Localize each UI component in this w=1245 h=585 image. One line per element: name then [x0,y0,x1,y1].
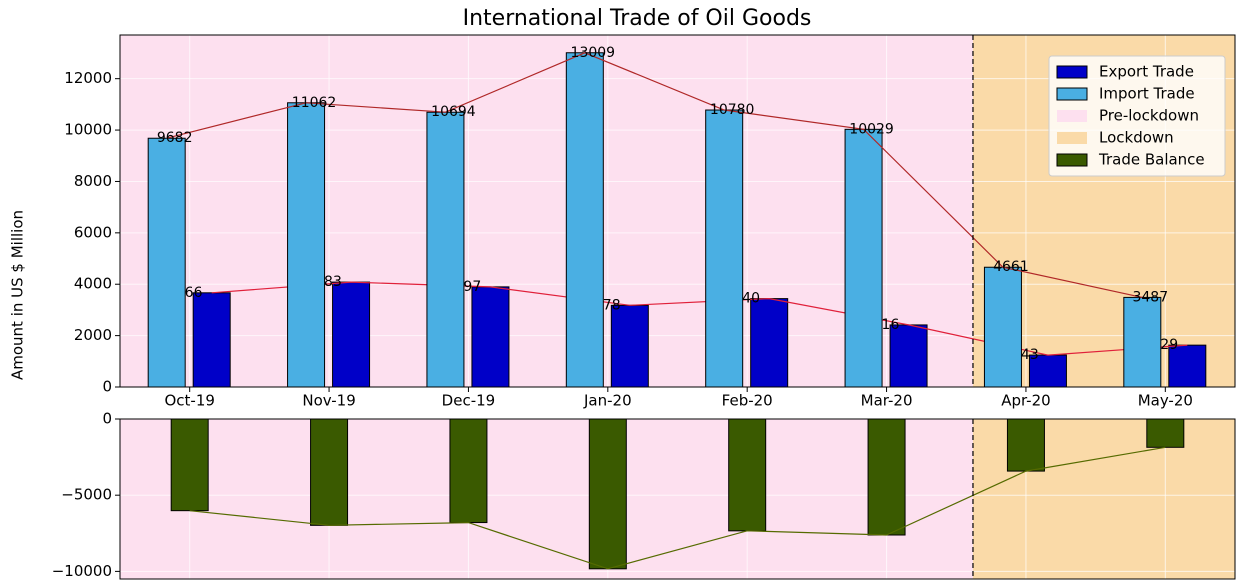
bar [1123,296,1162,388]
data-label: 10780 [710,102,755,118]
region-pre-lockdown [120,35,973,387]
y-tick-label: 0 [102,410,112,428]
bar [471,286,510,388]
x-tick-label: Dec-19 [442,392,496,410]
region-pre-lockdown [120,419,973,579]
y-tick-label: 0 [102,378,112,396]
bar [426,111,465,388]
data-label: 3487 [1132,289,1168,305]
bar [287,102,326,388]
axes-frame [119,418,1236,580]
bar [310,418,349,526]
legend-label: Trade Balance [1098,151,1205,169]
legend-swatch [1056,153,1088,167]
legend-swatch [1057,132,1087,144]
legend-box [1048,55,1226,177]
legend-swatch [1056,65,1088,79]
bar [844,128,883,388]
data-label: 10694 [431,104,476,120]
legend-label: Import Trade [1099,85,1195,103]
bar [867,418,906,536]
trend-line [166,52,1143,298]
x-tick-label: Jan-20 [583,392,632,410]
y-tick-label: 4000 [74,275,112,293]
bar [728,418,767,532]
trend-line [211,281,1188,356]
bar [588,418,627,570]
data-label: 11062 [292,95,337,111]
x-tick-label: Mar-20 [861,392,913,410]
y-tick-label: 2000 [74,326,112,344]
y-tick-label: 10000 [64,121,112,139]
legend-swatch [1057,110,1087,122]
legend-label: Lockdown [1099,129,1174,147]
bar [1146,418,1185,448]
data-label: 4661 [993,259,1029,275]
bar [983,266,1022,388]
y-tick-label: 12000 [64,69,112,87]
bar [449,418,488,524]
data-label: 10029 [849,121,894,137]
bar [170,418,209,512]
chart-title: International Trade of Oil Goods [463,6,812,31]
y-tick-label: −5000 [61,486,112,504]
legend-label: Pre-lockdown [1099,107,1199,125]
bar [1028,354,1067,388]
axes-frame [119,34,1236,388]
legend-swatch [1056,87,1088,101]
y-tick-label: 8000 [74,172,112,190]
trend-line [189,446,1166,570]
bar [332,281,371,388]
bar [610,304,649,388]
legend-label: Export Trade [1099,63,1194,81]
data-label: 9682 [157,130,193,146]
x-tick-label: Apr-20 [1001,392,1051,410]
x-tick-label: May-20 [1138,392,1193,410]
bar [750,298,789,388]
x-tick-label: Feb-20 [722,392,773,410]
bar [565,52,604,388]
y-tick-label: 6000 [74,223,112,241]
data-label: 13009 [571,45,616,61]
bar [705,109,744,388]
x-tick-label: Oct-19 [164,392,214,410]
bar [147,137,186,388]
y-axis-label: Amount in US $ Million [9,210,27,380]
bar [1006,418,1045,472]
x-tick-label: Nov-19 [302,392,355,410]
bar [889,324,928,388]
bar [192,292,231,388]
y-tick-label: −10000 [52,562,112,580]
